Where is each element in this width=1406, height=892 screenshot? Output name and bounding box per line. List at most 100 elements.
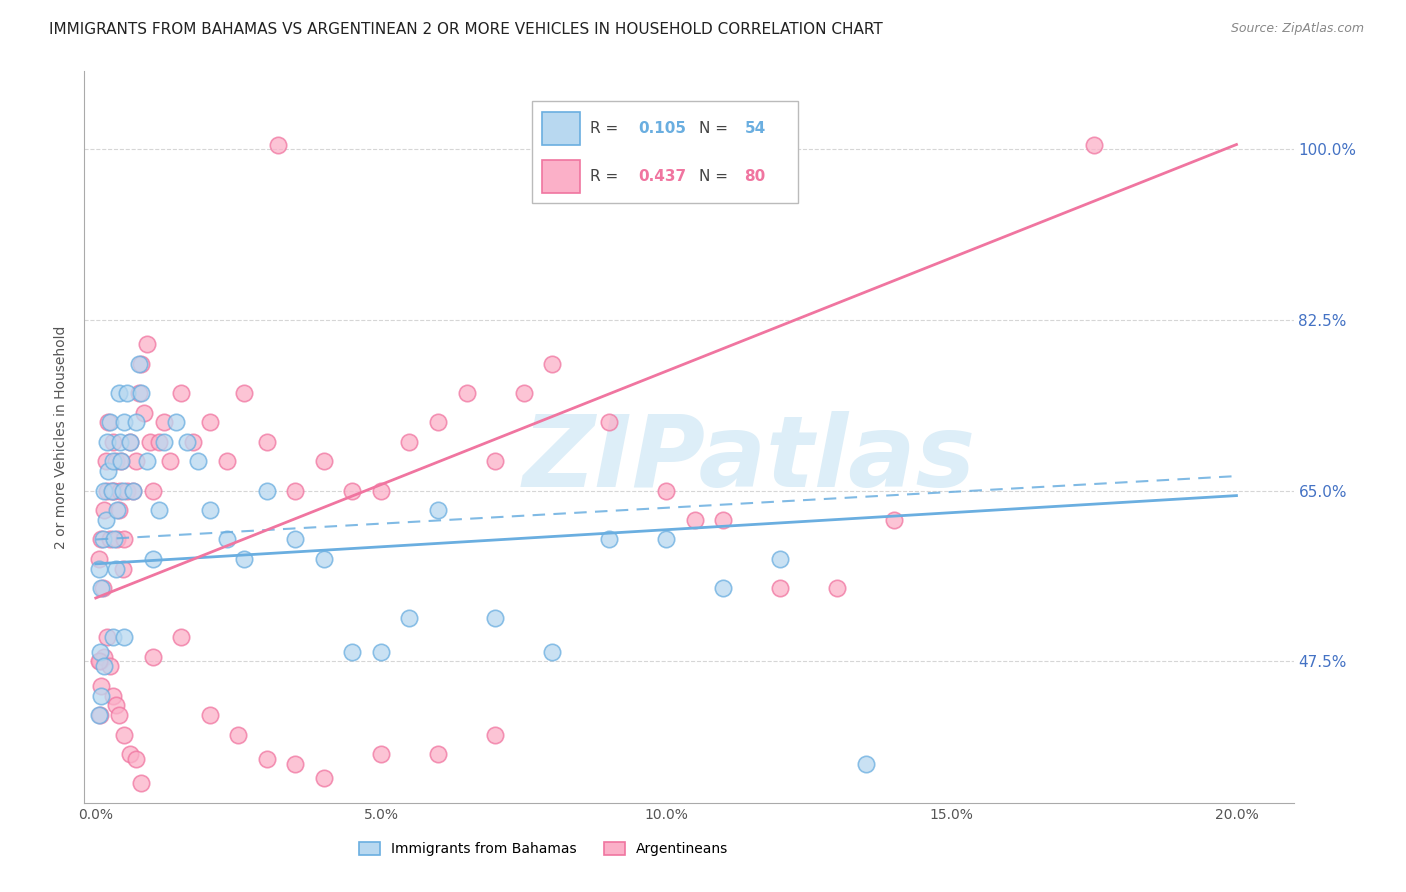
Point: [134, 406, 156, 420]
Point: [142, 552, 165, 566]
Point: [107, 708, 129, 723]
Point: [427, 747, 450, 761]
Point: [342, 645, 364, 659]
Point: [256, 434, 278, 449]
Point: [142, 483, 165, 498]
Point: [104, 454, 127, 468]
Point: [598, 416, 620, 430]
Point: [1083, 137, 1105, 152]
Point: [284, 756, 307, 771]
Point: [112, 727, 135, 741]
Point: [233, 386, 256, 401]
Point: [370, 483, 392, 498]
Point: [121, 483, 143, 498]
Point: [153, 434, 176, 449]
Point: [125, 454, 148, 468]
Point: [181, 434, 204, 449]
Point: [112, 416, 135, 430]
Point: [170, 386, 193, 401]
Point: [312, 454, 335, 468]
Point: [93, 659, 115, 673]
Point: [115, 386, 138, 401]
Point: [96, 434, 118, 449]
Point: [107, 533, 129, 547]
Point: [136, 454, 159, 468]
Point: [598, 533, 620, 547]
Point: [855, 756, 877, 771]
Point: [94, 454, 117, 468]
Point: [148, 434, 170, 449]
Legend: Immigrants from Bahamas, Argentineans: Immigrants from Bahamas, Argentineans: [353, 837, 734, 862]
Point: [87, 654, 110, 668]
Point: [112, 533, 135, 547]
Text: Source: ZipAtlas.com: Source: ZipAtlas.com: [1230, 22, 1364, 36]
Point: [165, 416, 187, 430]
Point: [228, 727, 250, 741]
Point: [136, 337, 159, 351]
Point: [91, 581, 114, 595]
Point: [312, 552, 335, 566]
Y-axis label: 2 or more Vehicles in Household: 2 or more Vehicles in Household: [55, 326, 69, 549]
Point: [107, 503, 129, 517]
Point: [107, 503, 129, 517]
Point: [142, 649, 165, 664]
Point: [112, 483, 135, 498]
Point: [883, 513, 905, 527]
Point: [233, 552, 256, 566]
Point: [312, 772, 335, 786]
Point: [484, 610, 506, 624]
Point: [711, 581, 734, 595]
Point: [284, 483, 307, 498]
Point: [93, 483, 115, 498]
Point: [112, 562, 135, 576]
Point: [94, 513, 117, 527]
Point: [103, 483, 125, 498]
Point: [139, 434, 162, 449]
Point: [89, 708, 111, 723]
Point: [170, 630, 193, 644]
Point: [711, 513, 734, 527]
Point: [97, 464, 120, 478]
Point: [89, 654, 111, 668]
Point: [427, 503, 450, 517]
Point: [128, 386, 150, 401]
Point: [110, 454, 132, 468]
Point: [110, 454, 132, 468]
Point: [125, 752, 148, 766]
Point: [108, 434, 131, 449]
Point: [370, 645, 392, 659]
Point: [769, 581, 792, 595]
Point: [100, 483, 122, 498]
Point: [100, 483, 122, 498]
Point: [103, 533, 125, 547]
Point: [148, 503, 170, 517]
Point: [118, 747, 141, 761]
Point: [125, 416, 148, 430]
Point: [683, 513, 706, 527]
Point: [342, 483, 364, 498]
Point: [131, 386, 153, 401]
Point: [115, 483, 138, 498]
Point: [90, 581, 112, 595]
Point: [93, 649, 115, 664]
Point: [256, 752, 278, 766]
Point: [131, 357, 153, 371]
Point: [198, 708, 221, 723]
Point: [96, 630, 118, 644]
Point: [456, 386, 478, 401]
Point: [104, 562, 127, 576]
Point: [655, 483, 678, 498]
Point: [198, 503, 221, 517]
Point: [98, 416, 121, 430]
Point: [131, 776, 153, 790]
Point: [541, 645, 564, 659]
Point: [398, 434, 420, 449]
Point: [98, 533, 121, 547]
Point: [90, 689, 112, 703]
Point: [101, 434, 124, 449]
Point: [215, 454, 238, 468]
Point: [215, 533, 238, 547]
Point: [91, 533, 114, 547]
Point: [118, 434, 141, 449]
Point: [98, 659, 121, 673]
